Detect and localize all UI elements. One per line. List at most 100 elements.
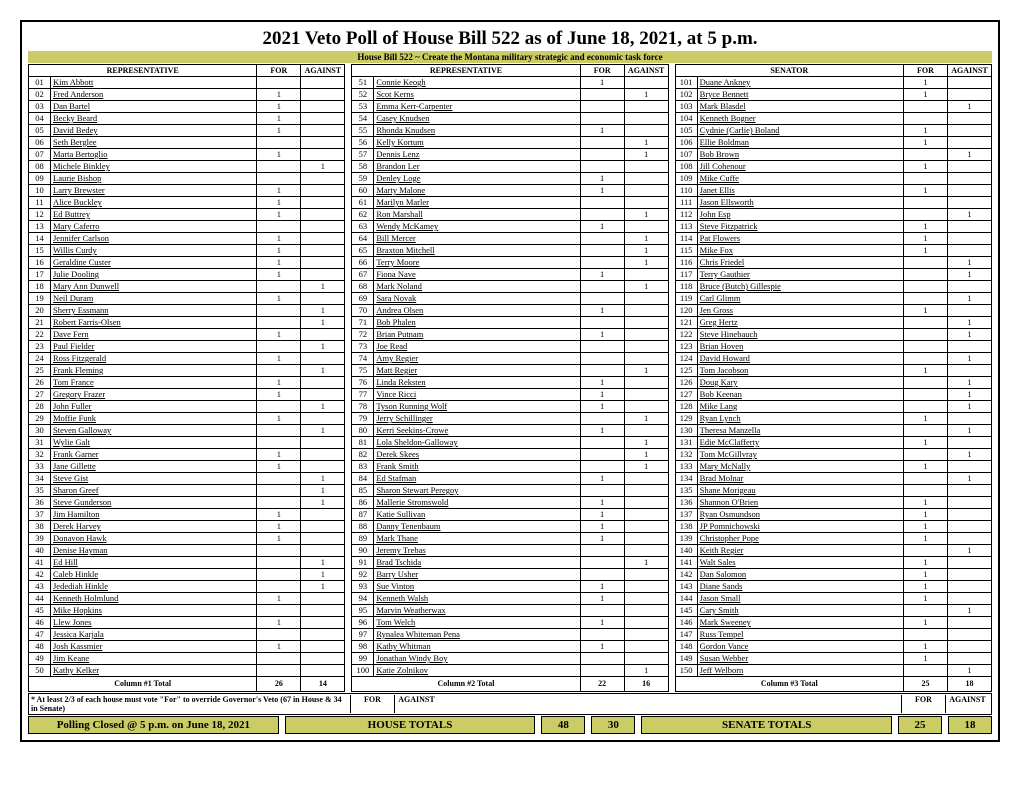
vote-for xyxy=(580,485,624,497)
row-number: 60 xyxy=(352,185,374,197)
row-number: 05 xyxy=(29,125,51,137)
vote-row: 60Marty Malone1 xyxy=(352,185,668,197)
page-border: 2021 Veto Poll of House Bill 522 as of J… xyxy=(20,20,1000,742)
vote-for: 1 xyxy=(903,233,947,245)
vote-for: 1 xyxy=(257,293,301,305)
vote-against xyxy=(624,425,668,437)
row-number: 38 xyxy=(29,521,51,533)
vote-against: 1 xyxy=(301,485,345,497)
member-name: Wylie Galt xyxy=(51,437,257,449)
vote-for xyxy=(580,413,624,425)
vote-row: 70Andrea Olsen1 xyxy=(352,305,668,317)
vote-row: 40Denise Hayman xyxy=(29,545,345,557)
vote-against xyxy=(624,593,668,605)
member-name: Braxton Mitchell xyxy=(374,245,580,257)
row-number: 16 xyxy=(29,257,51,269)
member-name: Bob Phalen xyxy=(374,317,580,329)
member-name: Steve Fitzpatrick xyxy=(697,221,903,233)
vote-against xyxy=(947,533,991,545)
vote-against: 1 xyxy=(624,437,668,449)
member-name: Ed Buttrey xyxy=(51,209,257,221)
vote-row: 27Gregory Frazer1 xyxy=(29,389,345,401)
member-name: Moffie Funk xyxy=(51,413,257,425)
member-name: Paul Fielder xyxy=(51,341,257,353)
vote-for xyxy=(903,197,947,209)
vote-against xyxy=(947,485,991,497)
vote-row: 109Mike Cuffe xyxy=(675,173,991,185)
member-name: Marty Malone xyxy=(374,185,580,197)
vote-for xyxy=(580,437,624,449)
vote-row: 85Sharon Stewart Peregoy xyxy=(352,485,668,497)
vote-for: 1 xyxy=(257,533,301,545)
row-number: 30 xyxy=(29,425,51,437)
vote-against: 1 xyxy=(624,365,668,377)
vote-row: 123Brian Hoven xyxy=(675,341,991,353)
member-name: John Fuller xyxy=(51,401,257,413)
vote-for: 1 xyxy=(903,305,947,317)
member-name: Tom Jacobson xyxy=(697,365,903,377)
vote-row: 99Jonathan Windy Boy xyxy=(352,653,668,665)
vote-for xyxy=(903,425,947,437)
vote-row: 93Sue Vinton1 xyxy=(352,581,668,593)
member-name: Connie Keogh xyxy=(374,77,580,89)
vote-against: 1 xyxy=(624,149,668,161)
vote-against xyxy=(301,533,345,545)
row-number: 26 xyxy=(29,377,51,389)
vote-for: 1 xyxy=(257,101,301,113)
vote-against xyxy=(301,197,345,209)
vote-row: 92Barry Usher xyxy=(352,569,668,581)
member-name: Josh Kassmier xyxy=(51,641,257,653)
vote-against xyxy=(301,389,345,401)
vote-row: 58Brandon Ler xyxy=(352,161,668,173)
member-name: Brad Molnar xyxy=(697,473,903,485)
member-name: Mark Thane xyxy=(374,533,580,545)
vote-against: 1 xyxy=(947,269,991,281)
row-number: 67 xyxy=(352,269,374,281)
vote-for xyxy=(580,245,624,257)
vote-row: 14Jennifer Carlson1 xyxy=(29,233,345,245)
member-name: Bryce Bennett xyxy=(697,89,903,101)
col-header-for: FOR xyxy=(257,65,301,77)
vote-row: 26Tom France1 xyxy=(29,377,345,389)
vote-against xyxy=(947,593,991,605)
row-number: 49 xyxy=(29,653,51,665)
vote-against: 1 xyxy=(947,209,991,221)
member-name: Fiona Nave xyxy=(374,269,580,281)
vote-for xyxy=(257,281,301,293)
vote-row: 88Danny Tenenbaum1 xyxy=(352,521,668,533)
vote-against xyxy=(624,77,668,89)
row-number: 40 xyxy=(29,545,51,557)
vote-row: 71Bob Phalen xyxy=(352,317,668,329)
member-name: Terry Gauthier xyxy=(697,269,903,281)
vote-for xyxy=(580,197,624,209)
vote-for xyxy=(580,569,624,581)
member-name: Dennis Lenz xyxy=(374,149,580,161)
vote-against xyxy=(624,329,668,341)
vote-against xyxy=(624,545,668,557)
row-number: 132 xyxy=(675,449,697,461)
vote-row: 21Robert Farris-Olsen1 xyxy=(29,317,345,329)
member-name: Mark Noland xyxy=(374,281,580,293)
vote-against xyxy=(624,473,668,485)
member-name: Michele Binkley xyxy=(51,161,257,173)
vote-row: 53Emma Kerr-Carpenter xyxy=(352,101,668,113)
vote-for xyxy=(257,365,301,377)
vote-for: 1 xyxy=(903,533,947,545)
row-number: 137 xyxy=(675,509,697,521)
vote-for: 1 xyxy=(257,413,301,425)
member-name: Cary Smith xyxy=(697,605,903,617)
vote-row: 04Becky Beard1 xyxy=(29,113,345,125)
vote-against xyxy=(624,353,668,365)
vote-for xyxy=(257,557,301,569)
row-number: 51 xyxy=(352,77,374,89)
vote-against: 1 xyxy=(301,317,345,329)
row-number: 24 xyxy=(29,353,51,365)
vote-for: 1 xyxy=(903,557,947,569)
vote-against xyxy=(301,329,345,341)
vote-for xyxy=(580,101,624,113)
vote-for: 1 xyxy=(580,269,624,281)
row-number: 42 xyxy=(29,569,51,581)
vote-row: 139Christopher Pope1 xyxy=(675,533,991,545)
vote-row: 51Connie Keogh1 xyxy=(352,77,668,89)
member-name: Bob Brown xyxy=(697,149,903,161)
